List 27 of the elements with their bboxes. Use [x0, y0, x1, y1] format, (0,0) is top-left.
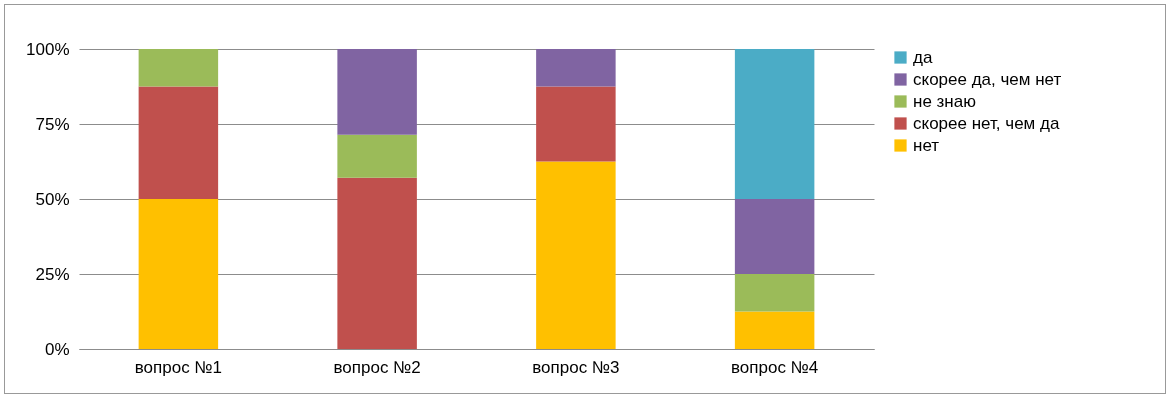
x-tick-label: вопрос №2: [333, 357, 421, 377]
x-tick-label: вопрос №1: [134, 357, 223, 377]
y-tick-label: 75%: [35, 114, 70, 134]
legend-label: да: [913, 47, 933, 67]
bar: [734, 311, 815, 349]
y-tick-label: 50%: [35, 189, 70, 209]
y-tick-label: 100%: [26, 39, 70, 59]
legend-label: нет: [913, 135, 940, 155]
bar: [337, 134, 417, 178]
legend-label: не знаю: [913, 91, 977, 111]
legend-label: скорее да, чем нет: [913, 69, 1062, 89]
bar: [734, 274, 815, 312]
x-tick-label: вопрос №4: [730, 357, 819, 377]
bar: [138, 199, 219, 349]
y-tick-label: 25%: [35, 264, 70, 284]
x-tick-label: вопрос №3: [532, 357, 620, 377]
bar: [536, 86, 616, 162]
bar: [536, 161, 616, 349]
y-tick-label: 0%: [44, 339, 70, 359]
bar: [734, 199, 815, 274]
bar: [536, 49, 616, 87]
bar: [138, 49, 219, 87]
bar: [337, 177, 417, 349]
legend-label: скорее нет, чем да: [913, 113, 1060, 133]
bar: [138, 86, 219, 199]
bar: [337, 49, 417, 135]
bar: [734, 49, 815, 199]
